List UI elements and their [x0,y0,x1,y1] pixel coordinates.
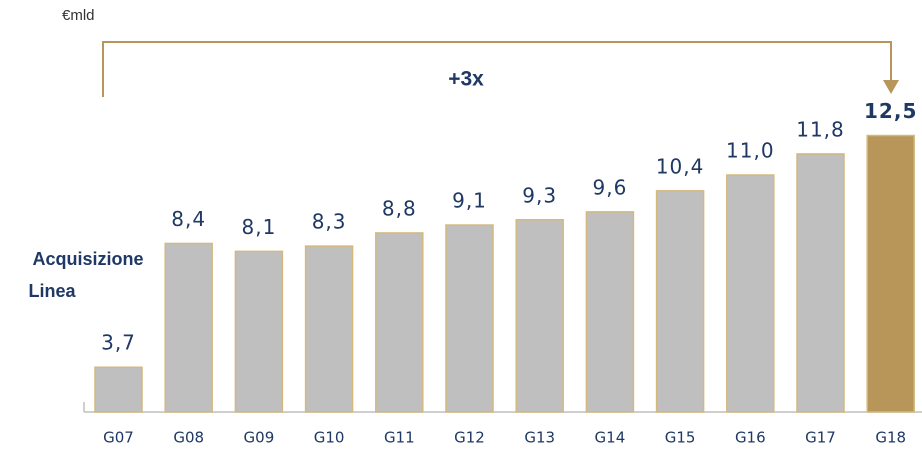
x-tick-label: G08 [173,429,204,447]
annotation: +3x [448,68,484,91]
bracket [102,41,892,97]
value-label: 12,5 [864,99,917,123]
bar [726,174,775,413]
x-tick-label: G11 [384,429,415,447]
bar [164,242,213,413]
x-tick-label: G10 [314,429,345,447]
value-label: 8,1 [241,215,276,239]
side-label: Linea [28,281,76,301]
x-tick-label: G18 [875,429,906,447]
value-label: 9,3 [522,183,557,207]
value-label: 8,4 [171,207,206,231]
bar [515,219,564,413]
x-tick-label: G12 [454,429,485,447]
value-label: 11,0 [726,139,775,163]
bar [796,153,845,413]
side-label: Acquisizione [32,249,143,269]
bar [866,134,915,413]
value-label: 8,8 [382,196,417,220]
unit-label: €mld [62,7,95,24]
value-label: 10,4 [656,154,705,178]
bar [375,232,424,413]
bar [655,190,705,413]
x-tick-label: G15 [665,429,696,447]
bar [234,250,284,413]
value-label: 9,6 [592,175,627,199]
x-tick-label: G07 [103,429,134,447]
bar [585,211,635,413]
x-tick-label: G17 [805,429,836,447]
x-tick-label: G09 [244,429,275,447]
value-label: 8,3 [312,210,347,234]
value-label: 9,1 [452,189,487,213]
bar [94,366,143,413]
arrow-head [883,80,899,94]
value-label: 3,7 [101,331,136,355]
x-tick-label: G13 [524,429,555,447]
x-tick-label: G14 [595,429,626,447]
x-tick-label: G16 [735,429,766,447]
bar [445,224,494,413]
bar [304,245,354,413]
value-label: 11,8 [796,117,845,141]
